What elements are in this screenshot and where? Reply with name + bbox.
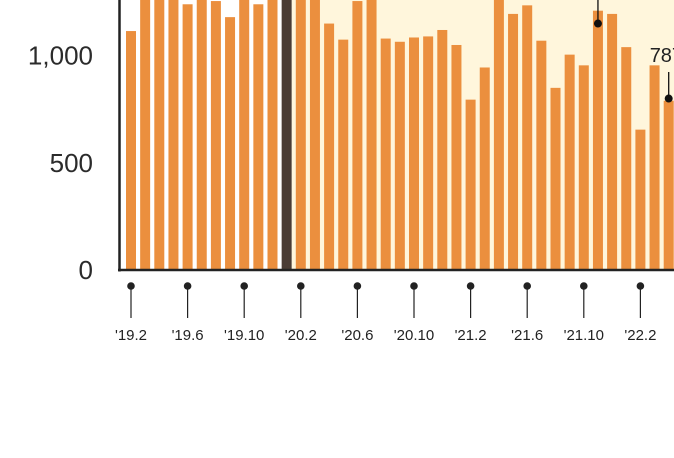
bar bbox=[635, 129, 646, 270]
x-tick-label: '20.10 bbox=[394, 327, 434, 344]
bar bbox=[154, 0, 165, 270]
bar bbox=[564, 54, 575, 270]
bar bbox=[267, 0, 278, 270]
bar bbox=[649, 65, 660, 270]
x-tick-label: '20.2 bbox=[285, 327, 317, 344]
bar bbox=[352, 1, 363, 271]
x-tick-label: '19.10 bbox=[224, 327, 264, 344]
bar bbox=[536, 40, 547, 270]
bar bbox=[437, 29, 448, 271]
x-tick-label: '19.2 bbox=[115, 327, 147, 344]
bar bbox=[196, 0, 207, 270]
bar bbox=[366, 0, 377, 270]
bar bbox=[394, 41, 405, 270]
bar bbox=[508, 13, 519, 271]
y-tick-label: 0 bbox=[79, 255, 93, 285]
bar bbox=[578, 65, 589, 270]
bar bbox=[324, 23, 335, 271]
annotation-dot bbox=[593, 19, 602, 28]
bar bbox=[168, 0, 179, 270]
bar bbox=[607, 13, 618, 271]
bar bbox=[479, 67, 490, 270]
x-tick-label: '21.2 bbox=[455, 327, 487, 344]
bar bbox=[522, 5, 533, 270]
x-tick-label: '21.6 bbox=[511, 327, 543, 344]
bar bbox=[239, 0, 250, 270]
bar bbox=[210, 1, 221, 271]
bar bbox=[338, 39, 349, 270]
bar bbox=[380, 38, 391, 270]
annotation-dot bbox=[664, 94, 673, 103]
y-tick-label: 500 bbox=[50, 148, 93, 178]
bar bbox=[126, 31, 136, 271]
x-tick-label: '20.6 bbox=[341, 327, 373, 344]
bar bbox=[451, 44, 462, 270]
bar bbox=[550, 87, 561, 270]
bar bbox=[621, 47, 632, 271]
bar bbox=[295, 0, 306, 270]
bars-group bbox=[126, 0, 674, 271]
bar bbox=[225, 17, 236, 270]
bar-highlighted bbox=[281, 0, 292, 270]
axes-group: 0 500 1,000 '19.2 '19.6 '19.10 '20.2 '20.6 '20.1… bbox=[28, 0, 674, 344]
annotations-group: 787 bbox=[593, 0, 674, 103]
x-tick-label: '21.10 bbox=[564, 327, 604, 344]
annotation-label: 787 bbox=[650, 45, 674, 67]
bar bbox=[592, 10, 603, 271]
bar bbox=[409, 37, 419, 271]
bar bbox=[140, 0, 151, 271]
bar bbox=[663, 100, 674, 270]
y-tick-label: 1,000 bbox=[28, 41, 93, 71]
x-tick-label: '22.2 bbox=[624, 327, 656, 344]
bar bbox=[253, 4, 264, 270]
bar bbox=[309, 0, 320, 270]
bar bbox=[465, 99, 476, 270]
bar bbox=[423, 36, 434, 271]
bar bbox=[182, 4, 193, 270]
x-tick-label: '19.6 bbox=[172, 327, 204, 344]
bar bbox=[493, 0, 504, 270]
